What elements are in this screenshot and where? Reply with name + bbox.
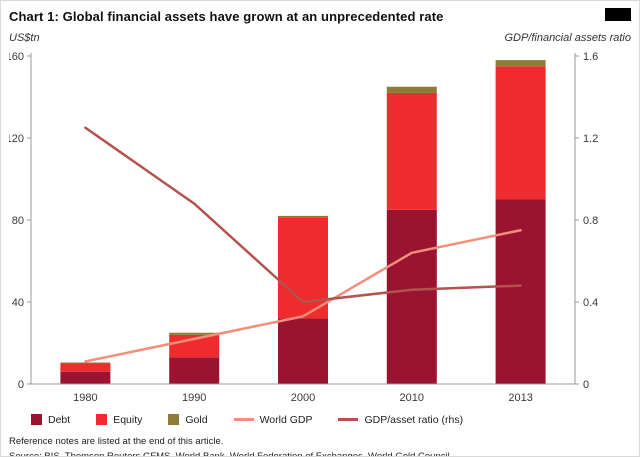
- right-tick-label: 1.6: [583, 51, 598, 63]
- legend-item-gold: Gold: [168, 413, 208, 426]
- legend-item-debt: Debt: [31, 414, 70, 426]
- legend-label: Equity: [113, 413, 143, 426]
- bar-segment-gold-1980: [60, 362, 111, 364]
- legend-swatch: [96, 414, 108, 425]
- left-tick-label: 120: [9, 133, 24, 145]
- legend-item-world-gdp: World GDP: [233, 413, 313, 426]
- series-line-gdp-asset-ratio-rhs-: [84, 126, 522, 304]
- bar-segment-gold-2013: [495, 60, 546, 67]
- source-note: Source: BIS, Thomson Reuters GFMS, World…: [9, 450, 450, 457]
- x-tick-label: 2013: [508, 392, 532, 404]
- reference-note: Reference notes are listed at the end of…: [9, 436, 224, 447]
- right-tick-label: 1.2: [583, 133, 598, 145]
- series-line-world-gdp: [84, 229, 522, 363]
- left-tick-label: 0: [18, 379, 24, 391]
- bar-segment-gold-2000: [278, 215, 328, 218]
- left-tick-label: 40: [12, 297, 24, 309]
- axis-label-row: US$tn GDP/financial assets ratio: [9, 32, 631, 48]
- chart-plot-area: 0 40 80 120 160 0 0.4 0.8 1.2 1.6 1980 1990 2000 2010…: [9, 51, 598, 404]
- bar-segment-debt-2000: [278, 318, 328, 384]
- legend-label: Debt: [48, 413, 71, 426]
- right-tick-label: 0.8: [583, 215, 598, 227]
- legend-label: GDP/asset ratio (rhs): [364, 413, 464, 426]
- bar-segment-debt-2010: [386, 209, 437, 384]
- right-axis-label: GDP/financial assets ratio: [504, 32, 631, 44]
- legend-item-equity: Equity: [96, 414, 142, 426]
- left-tick-label: 80: [12, 215, 24, 227]
- chart-footer: Reference notes are listed at the end of…: [9, 435, 631, 457]
- bar-segment-equity-2013: [495, 66, 546, 200]
- bar-segment-equity-1980: [60, 363, 111, 372]
- legend-item-gdp-asset-ratio-rhs-: GDP/asset ratio (rhs): [338, 414, 463, 426]
- bar-segment-gold-2010: [386, 86, 437, 93]
- legend-swatch: [31, 414, 42, 425]
- chart-header: Chart 1: Global financial assets have gr…: [9, 7, 631, 31]
- chart-legend: Debt Equity Gold World GDP GDP/asset ratio (…: [9, 412, 631, 427]
- legend-line-mark: [233, 418, 254, 421]
- legend-label: Gold: [185, 413, 208, 426]
- left-tick-label: 160: [9, 51, 24, 63]
- x-tick-label: 2010: [400, 392, 424, 404]
- bar-segment-equity-2000: [278, 217, 328, 319]
- bar-segment-equity-2010: [386, 92, 437, 210]
- bar-segment-debt-2013: [495, 199, 546, 384]
- bar-segment-debt-1990: [169, 357, 220, 384]
- right-tick-label: 0.4: [583, 297, 598, 309]
- bar-segment-gold-1990: [169, 332, 220, 335]
- legend-label: World GDP: [259, 413, 313, 426]
- x-tick-label: 1990: [182, 392, 206, 404]
- bar-segment-debt-1980: [60, 371, 111, 384]
- title-accent-bar: [605, 8, 631, 21]
- chart-title: Chart 1: Global financial assets have gr…: [9, 9, 444, 24]
- legend-line-mark: [338, 418, 359, 421]
- legend-swatch: [168, 414, 180, 425]
- x-tick-label: 1980: [73, 392, 97, 404]
- x-tick-label: 2000: [291, 392, 315, 404]
- left-axis-label: US$tn: [9, 32, 40, 44]
- right-tick-label: 0: [583, 379, 589, 391]
